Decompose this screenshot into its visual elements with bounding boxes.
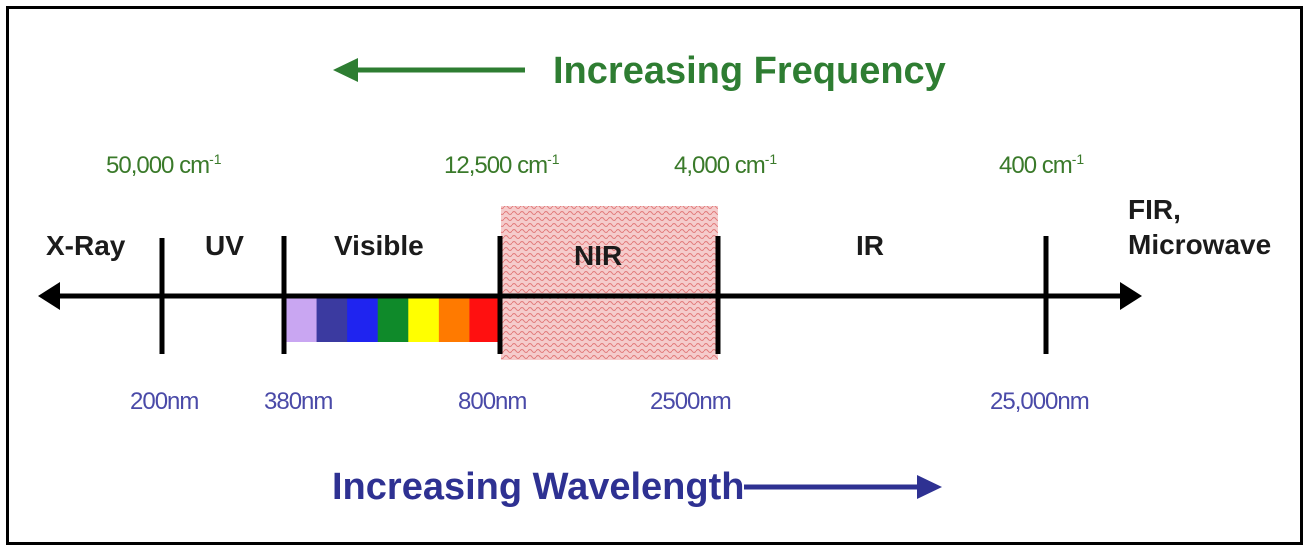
wavelength-label: 2500nm xyxy=(650,388,732,415)
frequency-title: Increasing Frequency xyxy=(553,50,946,92)
wavenumber-label: 400 cm-1 xyxy=(999,151,1085,179)
wavelength-title: Increasing Wavelength xyxy=(332,466,745,508)
spectrum-color-band xyxy=(438,296,470,342)
region-label-ir: IR xyxy=(856,230,884,261)
wavenumber-label: 4,000 cm-1 xyxy=(674,151,778,179)
spectrum-color-band xyxy=(408,296,440,342)
wavelength-label: 380nm xyxy=(264,388,333,415)
nir-region xyxy=(501,206,718,360)
spectrum-color-band xyxy=(286,296,318,342)
spectrum-color-band xyxy=(377,296,409,342)
region-label-fir: FIR, Microwave xyxy=(1128,194,1272,260)
region-label-visible: Visible xyxy=(334,230,424,261)
spectrum-color-band xyxy=(347,296,379,342)
spectrum-color-band xyxy=(469,296,501,342)
wavelength-label: 200nm xyxy=(130,388,199,415)
wavelength-arrow xyxy=(744,475,942,499)
wavenumber-label: 12,500 cm-1 xyxy=(444,151,560,179)
wavenumber-label: 50,000 cm-1 xyxy=(106,151,222,179)
visible-spectrum-bar xyxy=(286,296,501,342)
region-label-uv: UV xyxy=(205,230,244,261)
region-label-xray: X-Ray xyxy=(46,230,126,261)
spectrum-axis xyxy=(38,282,1142,310)
frequency-arrow xyxy=(333,58,525,82)
wavelength-label: 25,000nm xyxy=(990,388,1090,415)
wavelength-label: 800nm xyxy=(458,388,527,415)
region-label-nir: NIR xyxy=(574,240,623,271)
region-dividers xyxy=(159,236,1049,354)
spectrum-color-band xyxy=(316,296,348,342)
